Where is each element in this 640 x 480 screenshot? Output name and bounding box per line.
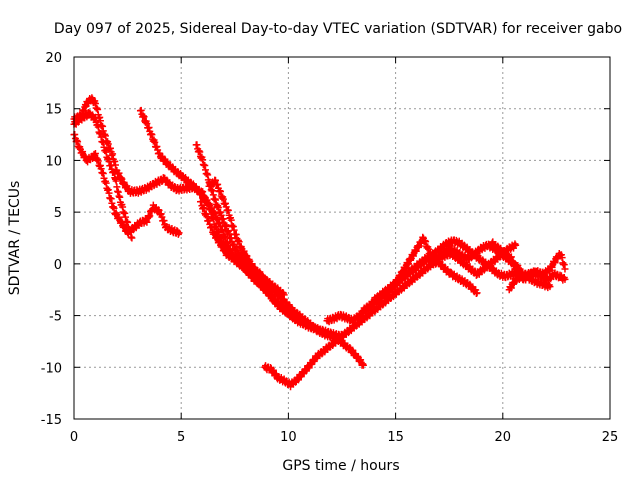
y-tick-label: 5 (54, 206, 62, 221)
chart-title: Day 097 of 2025, Sidereal Day-to-day VTE… (54, 21, 622, 37)
axis-ticks: 0 5 10 15 20 25 -15 -10 -5 0 5 10 15 20 (41, 51, 619, 445)
data-point (512, 241, 520, 249)
series-arc-6 (196, 198, 288, 299)
grid-lines (74, 57, 610, 419)
y-tick-label: -15 (41, 413, 62, 428)
y-tick-label: 20 (45, 51, 62, 66)
data-point (175, 229, 183, 237)
x-tick-label: 20 (495, 430, 512, 445)
y-tick-label: 10 (45, 154, 62, 169)
data-point (280, 291, 288, 299)
data-point (112, 177, 120, 185)
data-point (546, 283, 554, 291)
x-tick-label: 25 (602, 430, 619, 445)
data-points (70, 94, 569, 391)
series-arc-3 (70, 108, 136, 242)
x-tick-label: 5 (177, 430, 185, 445)
x-tick-label: 0 (70, 430, 78, 445)
x-tick-label: 15 (387, 430, 404, 445)
data-point (359, 361, 367, 369)
data-point (128, 234, 136, 242)
data-point (561, 265, 569, 273)
series-arc-7 (205, 176, 277, 294)
series-arc-13 (505, 267, 569, 294)
series-arc-2 (70, 130, 183, 238)
y-axis-label: SDTVAR / TECUs (7, 181, 23, 296)
plot-frame (73, 56, 611, 420)
x-tick-label: 10 (280, 430, 297, 445)
y-tick-label: 0 (54, 258, 62, 273)
y-tick-label: -5 (49, 310, 62, 325)
y-tick-label: 15 (45, 103, 62, 118)
x-axis-label: GPS time / hours (282, 458, 399, 474)
series-arc-11 (370, 240, 520, 304)
data-point (269, 286, 277, 294)
data-point (473, 289, 481, 297)
series-arc-4 (136, 106, 346, 342)
data-point (561, 275, 569, 283)
y-tick-label: -10 (41, 361, 62, 376)
